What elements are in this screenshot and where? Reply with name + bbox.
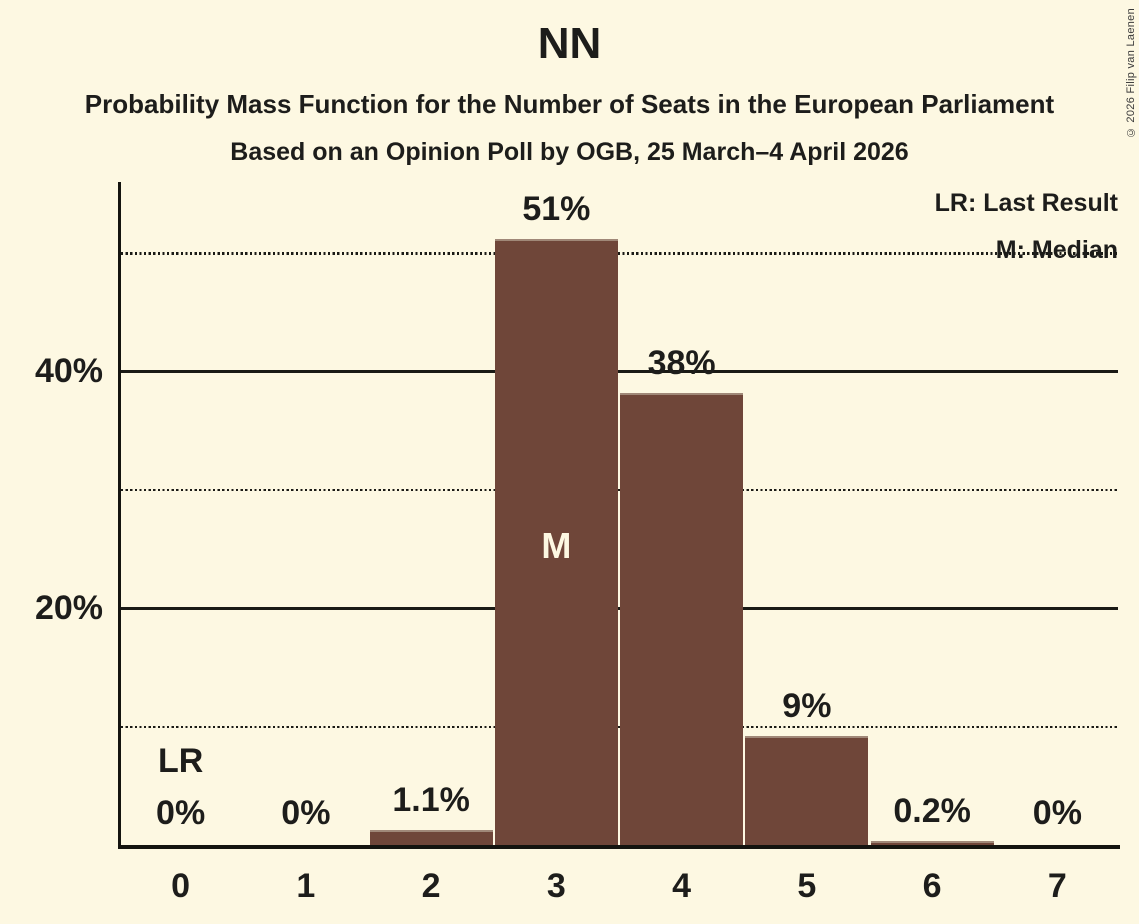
gridline-20pct [121, 607, 1118, 610]
legend-entry-last-result: LR: Last Result [934, 189, 1118, 217]
x-tick-label-4: 4 [672, 867, 692, 905]
last-result-annotation: LR [157, 742, 204, 780]
legend: LR: Last Result M: Median [935, 180, 1118, 274]
x-tick-label-7: 7 [1047, 867, 1067, 905]
x-tick-label-5: 5 [797, 867, 817, 905]
bar-5 [745, 736, 869, 845]
x-tick-label-3: 3 [546, 867, 566, 905]
plot-area: 20% 40% 0% 0 0% 1 1.1% 2 51% 3 38% 4 9% 5 0.2% 6 0% 7 LR M [35, 182, 1120, 905]
x-tick-label-0: 0 [171, 867, 191, 905]
chart-title: NN [537, 19, 602, 68]
bar-value-label-7: 0% [1032, 794, 1082, 832]
y-tick-label-20pct: 20% [34, 589, 103, 628]
bar-3 [494, 239, 618, 845]
chart-source-line: Based on an Opinion Poll by OGB, 25 Marc… [230, 138, 909, 166]
copyright-notice: © 2026 Filip van Laenen [1125, 8, 1137, 139]
gridline-40pct [121, 370, 1118, 373]
bar-value-label-0: 0% [156, 794, 206, 832]
x-axis-line [118, 845, 1120, 849]
chart-subtitle: Probability Mass Function for the Number… [84, 89, 1055, 119]
gridline-30pct [121, 488, 1118, 492]
bar-value-label-1: 0% [281, 794, 331, 832]
y-tick-label-40pct: 40% [34, 352, 103, 391]
gridline-50pct [121, 252, 1118, 255]
bar-value-label-4: 38% [647, 344, 716, 383]
bar-value-label-3: 51% [522, 190, 591, 229]
bar-6 [870, 840, 994, 845]
bar-2 [369, 829, 493, 845]
legend-entry-median: M: Median [995, 236, 1118, 264]
bar-value-label-2: 1.1% [392, 780, 470, 819]
gridline-10pct [121, 725, 1118, 729]
bar-value-label-6: 0.2% [893, 791, 971, 830]
x-tick-label-2: 2 [421, 867, 441, 905]
x-tick-label-1: 1 [296, 867, 316, 905]
x-tick-label-6: 6 [922, 867, 942, 905]
median-annotation: M [541, 525, 572, 567]
bar-4 [620, 393, 744, 845]
bar-value-label-5: 9% [782, 687, 832, 726]
y-axis-line [118, 182, 121, 849]
